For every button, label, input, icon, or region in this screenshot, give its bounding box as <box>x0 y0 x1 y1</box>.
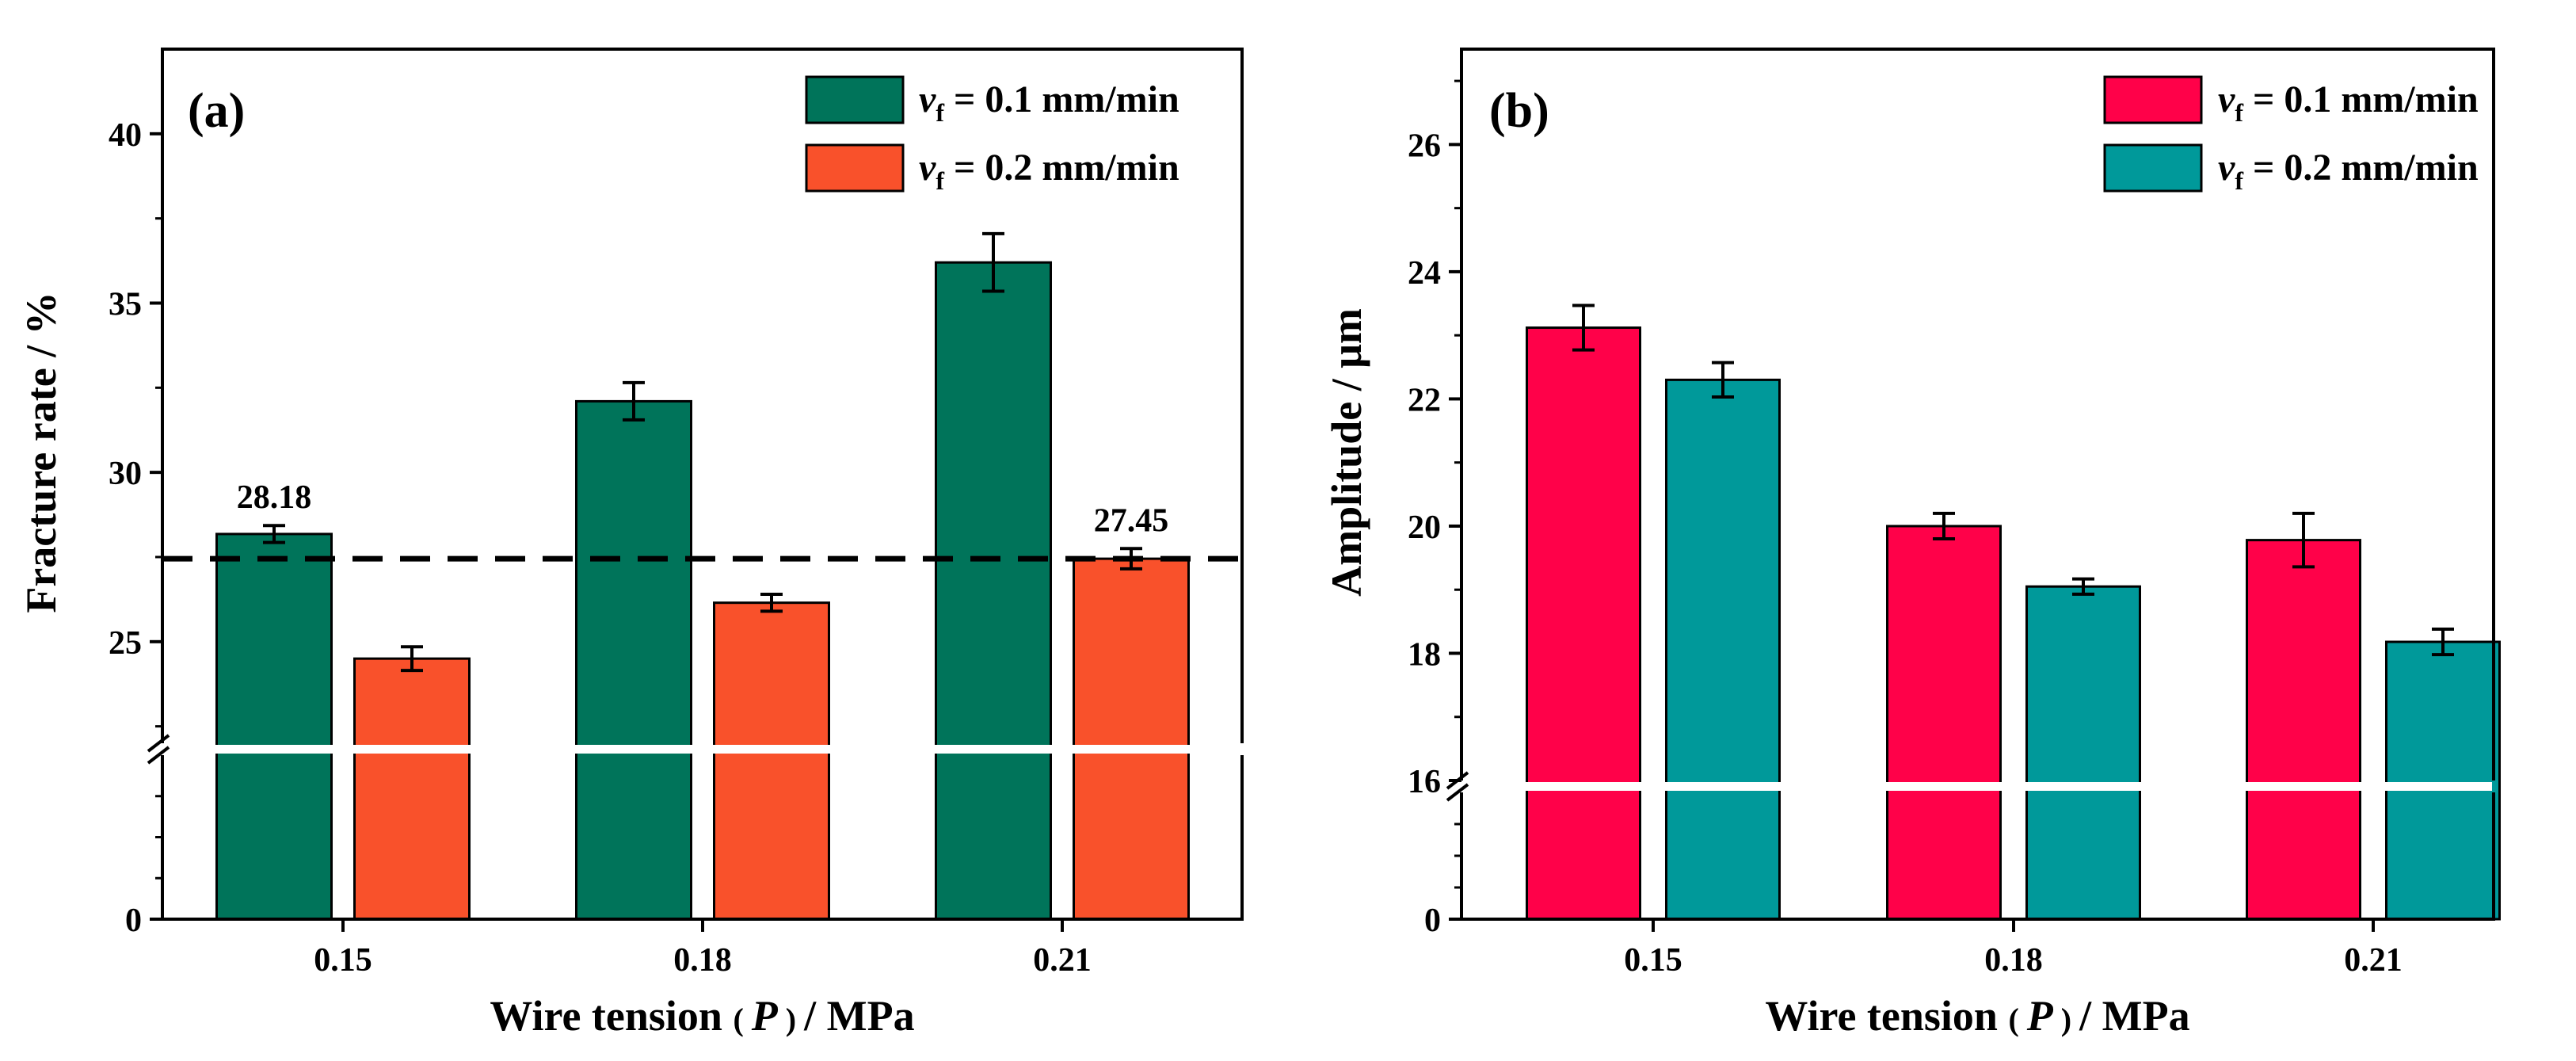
legend-label: vf = 0.1 mm/min <box>2218 78 2479 127</box>
axis-break-mark <box>147 734 170 753</box>
y-tick-label: 20 <box>1408 510 1441 546</box>
y-tick-label: 0 <box>1424 903 1441 939</box>
panel-b: 16 18 20 22 24 26 0 0.15 0.18 0.21 Wire tension ( … <box>1323 48 2501 1040</box>
x-tick-label: 0.21 <box>1033 942 1092 979</box>
y-tick-label: 18 <box>1408 636 1441 673</box>
x-tick-label: 0.18 <box>1984 942 2043 979</box>
y-tick-label: 30 <box>109 456 142 492</box>
data-label: 27.45 <box>1094 502 1169 539</box>
x-axis-title: Wire tension ( P ) / MPa <box>490 992 914 1040</box>
bar <box>215 532 333 921</box>
y-tick-label: 16 <box>1408 764 1441 800</box>
x-tick-label: 0.15 <box>314 942 372 979</box>
x-tick-label: 0.15 <box>1624 942 1682 979</box>
axis-break-mark <box>147 746 170 765</box>
y-axis-title: Amplitude / μm <box>1323 308 1370 597</box>
x-tick-label: 0.18 <box>673 942 732 979</box>
bar <box>353 657 471 921</box>
axis-break-mark <box>1446 783 1469 802</box>
legend-swatch <box>2103 75 2203 124</box>
panel-label: (a) <box>188 84 245 138</box>
bar <box>1665 378 1781 921</box>
y-tick-label: 24 <box>1408 255 1441 292</box>
panel-label: (b) <box>1489 84 1549 138</box>
y-tick-label: 26 <box>1408 128 1441 164</box>
panel-a: 28.18 27.45 25 30 35 40 0 0.15 0.18 0.21 Wire tens… <box>17 48 1244 1040</box>
y-tick-label: 22 <box>1408 382 1441 418</box>
bar <box>575 399 692 921</box>
bar <box>2025 585 2141 921</box>
y-tick-label: 35 <box>109 286 142 322</box>
y-tick-label: 25 <box>109 625 142 662</box>
legend-label: vf = 0.2 mm/min <box>2218 147 2479 195</box>
legend-label: vf = 0.2 mm/min <box>919 147 1179 195</box>
bar <box>713 601 830 921</box>
legend-swatch <box>805 75 905 124</box>
axis-break-band <box>1463 782 2492 791</box>
bar <box>1526 326 1641 921</box>
legend-swatch <box>805 143 905 193</box>
y-tick-label: 40 <box>109 117 142 154</box>
y-tick-label: 0 <box>125 903 142 939</box>
axis-break-band <box>164 745 1240 754</box>
x-tick-label: 0.21 <box>2344 942 2403 979</box>
bar <box>1886 525 2002 921</box>
bar <box>935 261 1052 921</box>
x-axis-title: Wire tension ( P ) / MPa <box>1765 992 2189 1040</box>
y-axis-title: Fracture rate / % <box>17 292 65 613</box>
legend-swatch <box>2103 143 2203 193</box>
bar <box>2246 539 2361 921</box>
data-label: 28.18 <box>237 479 312 516</box>
bar <box>2385 640 2501 921</box>
legend-label: vf = 0.1 mm/min <box>919 78 1179 127</box>
bar <box>1073 557 1190 921</box>
